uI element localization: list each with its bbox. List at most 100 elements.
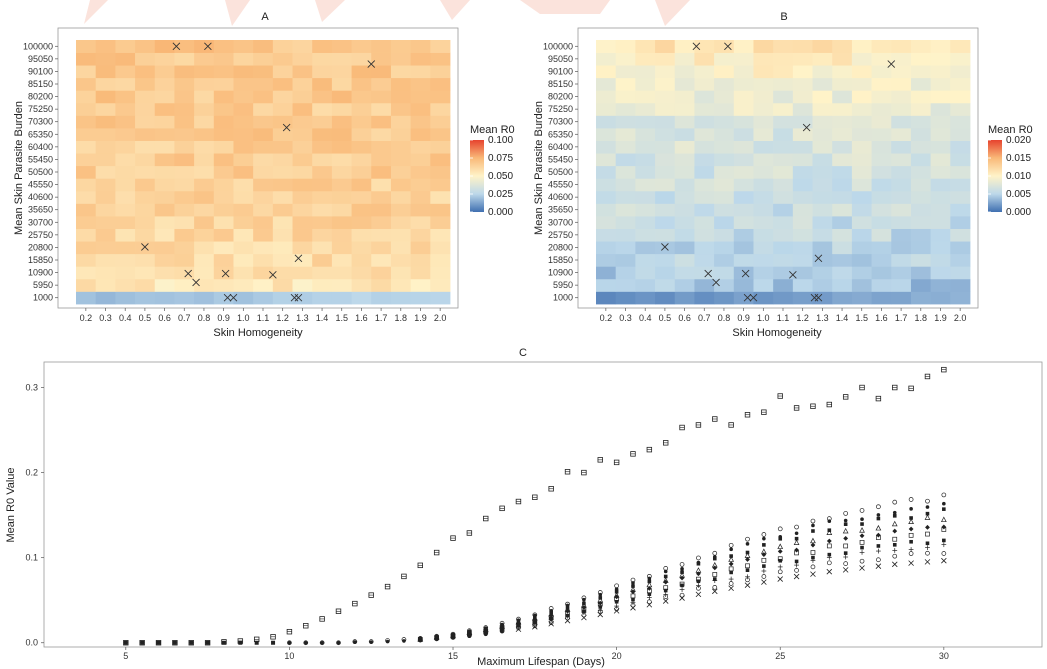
heatmap-cell <box>292 115 313 129</box>
lower-cluster-point <box>663 574 668 579</box>
heatmap-cell <box>832 153 853 167</box>
heatmap-cell <box>410 165 431 179</box>
heatmap-cell <box>733 241 754 255</box>
lower-cluster-point <box>794 531 799 536</box>
lower-cluster-point <box>810 550 816 555</box>
heatmap-cell <box>95 203 116 217</box>
heatmap-cell <box>773 153 794 167</box>
panel-b-x-ticks: 0.2 0.3 0.4 0.5 0.6 0.7 0.8 0.9 1.0 1.1 1.2 1.3 1.4 1… <box>600 308 966 323</box>
heatmap-cell <box>635 115 656 129</box>
heatmap-cell <box>174 40 195 53</box>
upper-series-point <box>679 424 685 431</box>
x-tick-label: 0.8 <box>718 313 731 323</box>
heatmap-cell <box>351 203 372 217</box>
heatmap-cell <box>233 165 254 179</box>
y-tick-label: 10900 <box>28 268 53 278</box>
heatmap-cell <box>733 216 754 229</box>
heatmap-cell <box>154 190 175 204</box>
lower-cluster-point <box>942 538 946 543</box>
lower-cluster-point <box>843 522 848 526</box>
heatmap-cell <box>213 115 234 129</box>
heatmap-cell <box>792 291 813 305</box>
heatmap-cell <box>233 228 254 242</box>
heatmap-cell <box>871 77 892 91</box>
heatmap-cell <box>272 65 293 79</box>
heatmap-cell <box>390 266 412 280</box>
heatmap-cell <box>233 128 254 141</box>
heatmap-cell <box>714 178 735 192</box>
heatmap-cell <box>95 52 116 66</box>
lower-cluster-point <box>761 579 767 585</box>
heatmap-cell <box>115 291 136 305</box>
heatmap-cell <box>371 291 392 305</box>
lower-cluster-point <box>843 561 849 566</box>
heatmap-cell <box>674 128 695 141</box>
lower-cluster-point <box>434 633 440 639</box>
heatmap-cell <box>615 77 636 91</box>
heatmap-cell <box>871 40 892 53</box>
heatmap-cell <box>351 190 372 204</box>
heatmap-cell <box>655 52 676 66</box>
lower-cluster-point <box>401 637 407 642</box>
heatmap-cell <box>753 90 774 104</box>
lower-cluster-point <box>549 616 553 621</box>
heatmap-cell <box>272 216 293 229</box>
y-tick-label: 60400 <box>548 142 573 152</box>
legend-label: 0.075 <box>488 153 513 164</box>
lower-cluster-point <box>532 612 538 618</box>
heatmap-cell <box>596 291 617 305</box>
lower-cluster-point <box>679 587 685 592</box>
heatmap-cell <box>674 203 695 217</box>
heatmap-cell <box>674 278 695 292</box>
heatmap-cell <box>891 77 912 91</box>
heatmap-cell <box>154 40 175 53</box>
heatmap-cell <box>655 90 676 104</box>
heatmap-cell <box>351 253 372 267</box>
lower-cluster-point <box>728 585 734 592</box>
upper-series-point <box>810 403 816 409</box>
heatmap-cell <box>753 52 774 66</box>
heatmap-cell <box>154 291 175 305</box>
y-tick-label: 90100 <box>548 66 573 76</box>
heatmap-cell <box>930 52 951 66</box>
heatmap-cell <box>812 140 833 154</box>
lower-cluster-point <box>761 532 767 537</box>
lower-cluster-point <box>352 639 358 645</box>
heatmap-cell <box>674 291 695 305</box>
heatmap-cell <box>371 52 392 66</box>
heatmap-cell <box>76 128 97 141</box>
heatmap-cell <box>694 52 715 66</box>
lower-cluster-point <box>614 603 620 609</box>
heatmap-cell <box>95 153 116 167</box>
lower-cluster-point <box>647 579 652 584</box>
lower-cluster-point <box>582 601 586 606</box>
lower-cluster-point <box>826 543 832 549</box>
heatmap-cell <box>292 52 313 66</box>
heatmap-cell <box>194 241 215 255</box>
heatmap-cell <box>753 140 774 154</box>
heatmap-cell <box>213 241 234 255</box>
heatmap-cell <box>233 216 254 229</box>
heatmap-cell <box>390 228 412 242</box>
heatmap-cell <box>272 102 293 116</box>
heatmap-cell <box>272 190 293 204</box>
heatmap-cell <box>812 77 833 91</box>
heatmap-cell <box>733 65 754 79</box>
upper-series-point <box>433 549 440 556</box>
lower-cluster-point <box>875 524 882 531</box>
heatmap-cell <box>174 77 195 91</box>
lower-cluster-point <box>679 575 685 581</box>
heatmap-cell <box>714 278 735 292</box>
heatmap-cell <box>292 190 313 204</box>
heatmap-cell <box>635 291 656 305</box>
heatmap-cell <box>596 102 617 116</box>
heatmap-cell <box>694 291 715 305</box>
heatmap-cell <box>154 266 175 280</box>
lower-cluster-point <box>679 562 685 567</box>
y-tick-label: 45550 <box>548 180 573 190</box>
heatmap-cell <box>596 165 617 179</box>
x-tick-label: 0.3 <box>99 313 112 323</box>
heatmap-cell <box>655 266 676 280</box>
lower-cluster-point <box>859 565 865 571</box>
heatmap-cell <box>851 178 872 192</box>
